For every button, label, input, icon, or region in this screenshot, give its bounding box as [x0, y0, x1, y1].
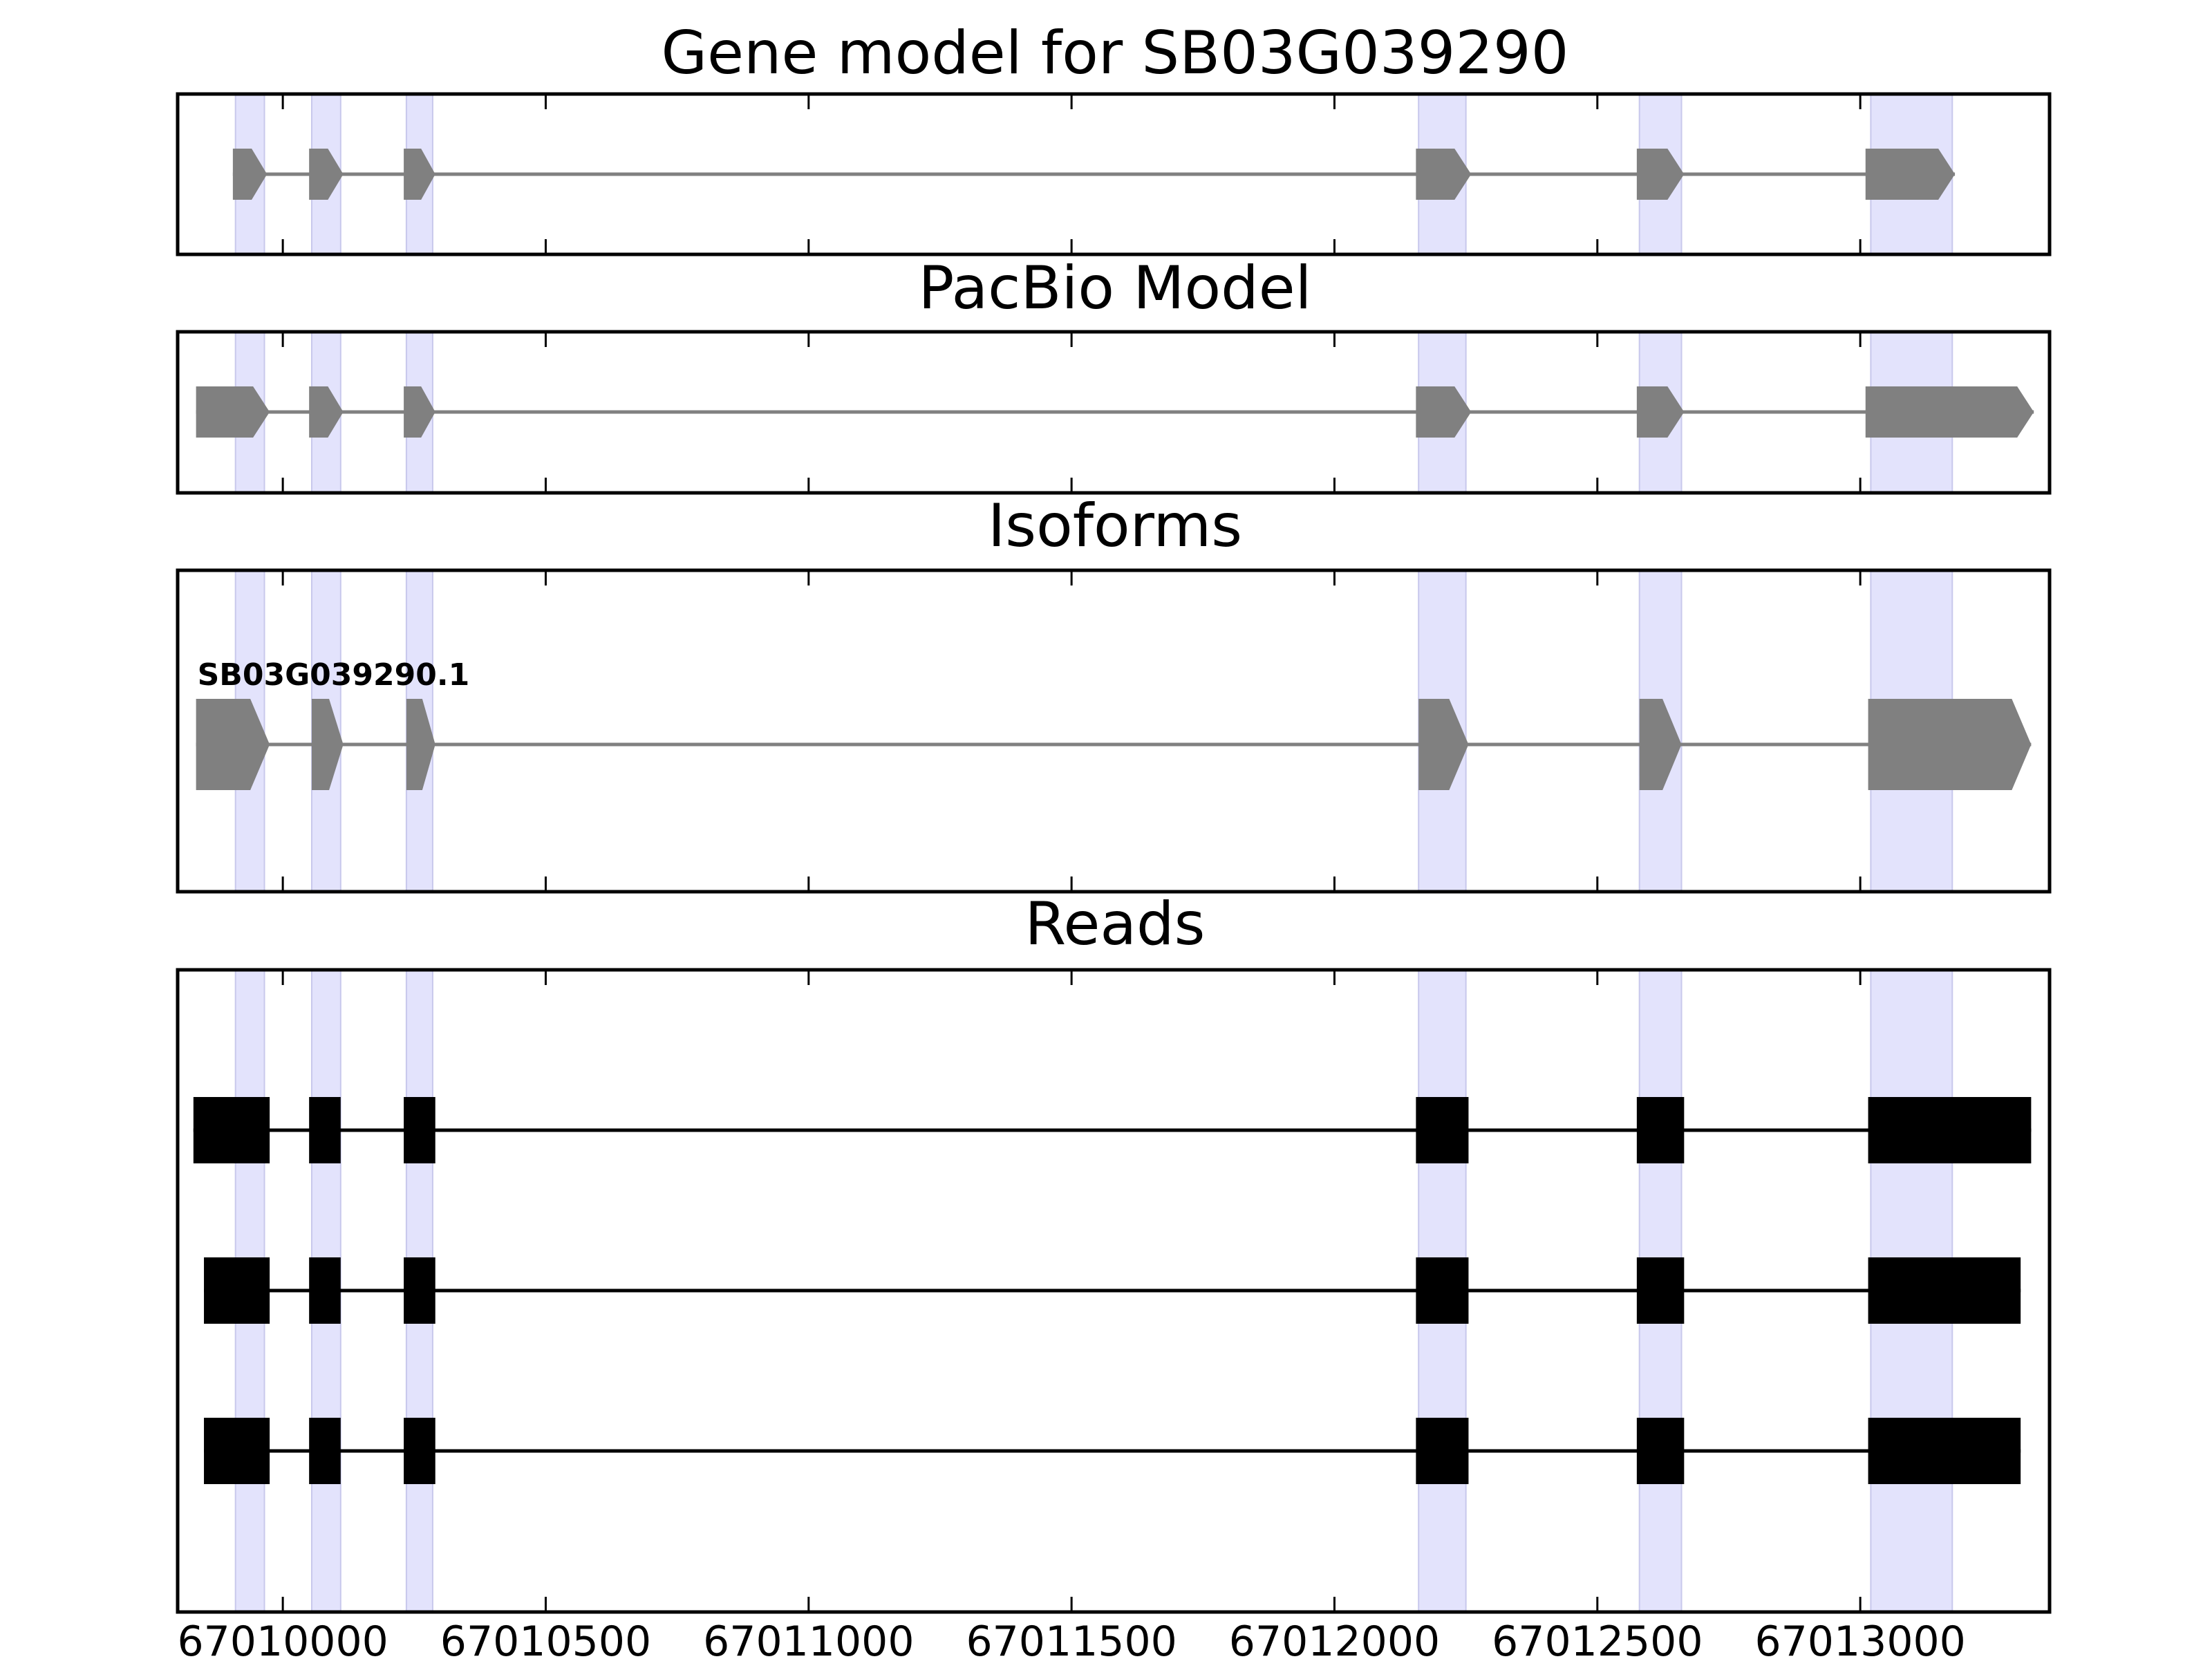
x-tick-label: 67011000 — [703, 1618, 914, 1659]
read-block — [204, 1257, 270, 1324]
exon-arrow — [1639, 699, 1682, 790]
x-tick-label: 67011500 — [966, 1618, 1177, 1659]
panel-pacbio-model: PacBio Model — [176, 254, 2052, 495]
exon-arrow — [406, 699, 435, 790]
exon-arrow — [311, 699, 344, 790]
panel-gene-model: Gene model for SB03G039290 — [176, 19, 2052, 256]
read-block — [1636, 1097, 1685, 1163]
read-block — [1416, 1418, 1469, 1484]
read-block — [1416, 1257, 1469, 1324]
read-block — [193, 1097, 270, 1163]
exon-arrow — [1636, 386, 1685, 438]
panel-title-reads: Reads — [1025, 890, 1206, 959]
exon-arrow — [1416, 386, 1472, 438]
exon-arrow — [309, 149, 344, 200]
read-block — [309, 1257, 341, 1324]
panel-title-isoforms: Isoforms — [988, 491, 1242, 561]
read-block — [1868, 1097, 2032, 1163]
gene-model-plot — [176, 92, 2052, 256]
x-tick-label: 67010500 — [440, 1618, 651, 1659]
x-axis-tick-labels: 67010000 67010500 67011000 67011500 67012000… — [177, 1618, 1965, 1659]
exon-arrow — [1416, 149, 1472, 200]
read-block — [1416, 1097, 1469, 1163]
x-tick-label: 67012500 — [1492, 1618, 1703, 1659]
isoform-label: SB03G039290.1 — [198, 657, 470, 693]
panel-frame — [176, 968, 2052, 1614]
read-block — [404, 1097, 435, 1163]
reads-plot — [176, 968, 2052, 1614]
read-block — [1636, 1257, 1685, 1324]
exon-arrow — [1868, 699, 2032, 790]
isoforms-plot: SB03G039290.1 — [176, 568, 2052, 894]
exon-arrow — [196, 386, 270, 438]
exon-arrow — [232, 149, 268, 200]
exon-arrow — [1865, 386, 2034, 438]
exon-arrow — [404, 149, 435, 200]
x-tick-label: 67012000 — [1229, 1618, 1440, 1659]
exon-arrow — [196, 699, 270, 790]
panel-frame — [176, 568, 2052, 894]
panel-reads: Reads — [176, 890, 2052, 1614]
exon-arrow — [1418, 699, 1469, 790]
read-block — [1636, 1418, 1685, 1484]
exon-arrow — [1636, 149, 1685, 200]
pacbio-model-plot — [176, 330, 2052, 495]
exon-arrow — [309, 386, 344, 438]
read-block — [404, 1257, 435, 1324]
exon-arrow — [1865, 149, 1956, 200]
read-block — [1868, 1257, 2021, 1324]
panel-frame — [176, 330, 2052, 495]
panel-isoforms: Isoforms SB03G039290.1 — [176, 491, 2052, 894]
read-block — [309, 1097, 341, 1163]
panel-frame — [176, 92, 2052, 256]
panel-title-gene-model: Gene model for SB03G039290 — [662, 19, 1569, 88]
x-tick-label: 67010000 — [177, 1618, 388, 1659]
read-block — [309, 1418, 341, 1484]
x-tick-label: 67013000 — [1754, 1618, 1965, 1659]
read-block — [204, 1418, 270, 1484]
exon-arrow — [404, 386, 435, 438]
read-block — [1868, 1418, 2021, 1484]
read-block — [404, 1418, 435, 1484]
panel-title-pacbio-model: PacBio Model — [918, 254, 1311, 323]
